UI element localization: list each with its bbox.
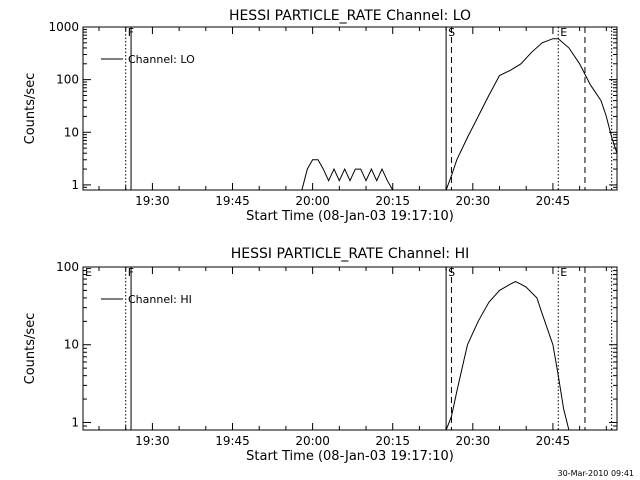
x-tick-label: 20:15 (375, 434, 410, 448)
x-tick-label: 20:30 (456, 194, 491, 208)
x-tick-label: 20:00 (295, 194, 330, 208)
event-marker-label: E (560, 266, 567, 279)
series-line (83, 38, 618, 191)
x-tick-label: 20:15 (375, 194, 410, 208)
lo-channel-panel: HESSI PARTICLE_RATE Channel: LO 19:30 19:4… (23, 8, 618, 224)
x-tick-label: 19:45 (215, 194, 250, 208)
x-tick-label: 19:45 (215, 434, 250, 448)
y-tick-label: 10 (64, 125, 79, 139)
x-tick-label: 20:45 (536, 434, 571, 448)
y-tick-label: 1 (71, 178, 79, 192)
x-tick-label: 19:30 (135, 434, 170, 448)
chart-title: HESSI PARTICLE_RATE Channel: HI (231, 246, 469, 262)
x-tick-label: 20:00 (295, 434, 330, 448)
x-tick-label: 19:30 (135, 194, 170, 208)
y-tick-label: 1 (71, 415, 79, 429)
hi-channel-panel: HESSI PARTICLE_RATE Channel: HI 19:30 19:4… (23, 246, 618, 464)
legend-label: Channel: LO (128, 53, 195, 66)
y-tick-label: 100 (56, 73, 79, 87)
x-tick-label: 20:45 (536, 194, 571, 208)
y-tick-label: 10 (64, 338, 79, 352)
event-marker-label: E (560, 26, 567, 39)
chart-title: HESSI PARTICLE_RATE Channel: LO (229, 8, 471, 24)
event-marker-label: E (85, 266, 92, 279)
plot-frame (82, 266, 618, 431)
series-line (83, 280, 617, 431)
x-axis-label: Start Time (08-Jan-03 19:17:10) (246, 449, 454, 464)
y-axis-label: Counts/sec (23, 313, 38, 385)
plot-frame (82, 26, 618, 191)
legend-label: Channel: HI (128, 293, 192, 306)
x-tick-label: 20:30 (456, 434, 491, 448)
y-axis-label: Counts/sec (23, 73, 38, 145)
x-axis-label: Start Time (08-Jan-03 19:17:10) (246, 209, 454, 224)
y-tick-label: 100 (56, 260, 79, 274)
y-tick-label: 1000 (48, 20, 79, 34)
footer-timestamp: 30-Mar-2010 09:41 (557, 469, 635, 478)
